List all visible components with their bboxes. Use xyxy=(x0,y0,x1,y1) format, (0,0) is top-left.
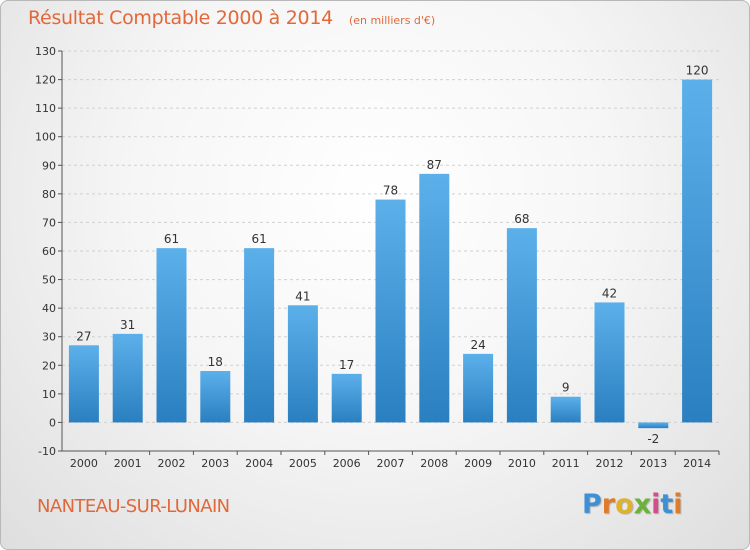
data-label: 42 xyxy=(602,286,617,300)
data-label: 61 xyxy=(251,232,266,246)
data-label: 27 xyxy=(76,329,91,343)
x-tick-label: 2001 xyxy=(114,457,142,470)
y-tick-label: 20 xyxy=(42,359,56,372)
y-tick-label: 110 xyxy=(35,102,56,115)
y-tick-label: 80 xyxy=(42,188,56,201)
y-tick-label: 130 xyxy=(35,45,56,58)
y-tick-label: 30 xyxy=(42,331,56,344)
data-label: 24 xyxy=(470,338,485,352)
x-tick-label: 2004 xyxy=(245,457,273,470)
data-label: 18 xyxy=(208,355,223,369)
x-tick-label: 2008 xyxy=(420,457,448,470)
bar xyxy=(594,302,625,423)
bar xyxy=(156,248,187,423)
bar xyxy=(463,353,494,423)
y-tick-label: 40 xyxy=(42,302,56,315)
bar xyxy=(550,396,581,423)
chart-unit-note: (en milliers d'€) xyxy=(348,14,436,27)
data-label: 17 xyxy=(339,358,354,372)
proxiti-logo: Proxiti xyxy=(582,489,683,520)
bar xyxy=(375,199,406,423)
bar xyxy=(244,248,275,423)
chart-title-main: Résultat Comptable 2000 à 2014 xyxy=(28,7,333,29)
x-tick-label: 2010 xyxy=(508,457,536,470)
bars xyxy=(68,79,713,429)
axes xyxy=(58,50,720,455)
location-name: NANTEAU-SUR-LUNAIN xyxy=(37,496,230,517)
bar xyxy=(506,228,537,423)
x-tick-label: 2000 xyxy=(70,457,98,470)
x-tick-label: 2013 xyxy=(639,457,667,470)
y-tick-label: -10 xyxy=(38,445,56,458)
data-label: 120 xyxy=(686,64,709,78)
data-label: 9 xyxy=(562,381,570,395)
data-label: 41 xyxy=(295,289,310,303)
bar-chart: -10 0 10 20 30 40 50 60 70 80 90 100 110 120 130 27 31 6… xyxy=(35,45,720,470)
x-tick-label: 2007 xyxy=(377,457,405,470)
x-tick-label: 2012 xyxy=(596,457,624,470)
y-tick-label: 120 xyxy=(35,74,56,87)
y-tick-label: 50 xyxy=(42,274,56,287)
y-tick-label: 100 xyxy=(35,131,56,144)
bar xyxy=(68,345,99,423)
data-label: -2 xyxy=(647,432,659,446)
bar xyxy=(682,79,713,423)
bar xyxy=(200,371,231,423)
y-tick-label: 90 xyxy=(42,159,56,172)
y-tick-label: 70 xyxy=(42,216,56,229)
data-label: 68 xyxy=(514,212,529,226)
x-tick-label: 2006 xyxy=(333,457,361,470)
x-tick-label: 2011 xyxy=(552,457,580,470)
bar xyxy=(419,173,450,423)
bar xyxy=(287,305,318,423)
x-tick-label: 2002 xyxy=(158,457,186,470)
bar xyxy=(331,373,362,423)
x-tick-label: 2005 xyxy=(289,457,317,470)
x-tick-label: 2009 xyxy=(464,457,492,470)
x-tick-label: 2014 xyxy=(683,457,711,470)
data-label: 87 xyxy=(427,158,442,172)
data-label: 78 xyxy=(383,184,398,198)
bar xyxy=(112,333,143,423)
data-labels: 27 31 61 18 61 41 17 78 87 24 68 9 42 -2 120 xyxy=(76,64,708,447)
x-tick-label: 2003 xyxy=(201,457,229,470)
chart-title: Résultat Comptable 2000 à 2014 (en milli… xyxy=(28,7,435,29)
y-tick-label: 60 xyxy=(42,245,56,258)
x-tick-labels: 2000 2001 2002 2003 2004 2005 2006 2007 2008 2009… xyxy=(70,457,711,470)
data-label: 61 xyxy=(164,232,179,246)
y-tick-labels: -10 0 10 20 30 40 50 60 70 80 90 100 110 120 130 xyxy=(35,45,56,458)
data-label: 31 xyxy=(120,318,135,332)
y-tick-label: 0 xyxy=(49,416,56,429)
bar xyxy=(638,422,669,429)
y-tick-label: 10 xyxy=(42,388,56,401)
